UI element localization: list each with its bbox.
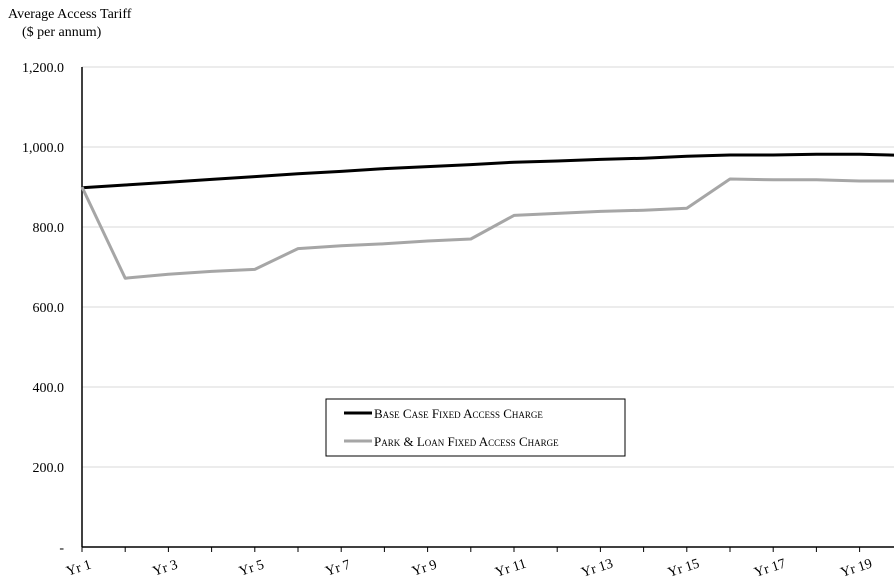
- x-tick-label: Yr 3: [151, 558, 180, 580]
- series-line-2: [80, 177, 894, 280]
- y-tick-label: 600.0: [33, 301, 65, 316]
- y-tick-label: 1,000.0: [22, 141, 64, 156]
- x-tick-label: Yr 1: [65, 558, 94, 580]
- y-tick-labels: - 200.0 400.0 600.0 800.0 1,000.0 1,200.0: [22, 61, 64, 556]
- x-tick-labels: Yr 1 Yr 3 Yr 5 Yr 7 Yr 9 Yr 11 Yr 13 Yr 15 Yr 17…: [65, 547, 874, 581]
- y-tick-label: 800.0: [33, 221, 65, 236]
- legend-label: Park & Loan Fixed Access Charge: [374, 434, 559, 449]
- x-tick-label: Yr 15: [666, 557, 701, 581]
- series-line-1: [81, 152, 894, 190]
- legend-label: Base Case Fixed Access Charge: [374, 406, 543, 421]
- x-tick-label: Yr 11: [493, 557, 528, 581]
- x-tick-label: Yr 17: [752, 557, 787, 581]
- x-tick-label: Yr 7: [324, 558, 353, 580]
- series-lines: [80, 152, 894, 280]
- y-tick-label: 400.0: [33, 381, 65, 396]
- y-tick-label: 200.0: [33, 461, 65, 476]
- x-tick-label: Yr 13: [580, 557, 615, 581]
- axes: [81, 67, 894, 548]
- legend: Base Case Fixed Access Charge Park & Loan…: [325, 398, 626, 457]
- legend-box: [325, 398, 626, 457]
- gridlines: [82, 66, 894, 468]
- x-tick-label: Yr 9: [410, 558, 439, 580]
- y-axis-title-line2: ($ per annum): [22, 25, 102, 40]
- y-tick-label: -: [59, 541, 64, 556]
- x-tick-label: Yr 5: [237, 558, 266, 580]
- x-tick-label: Yr 19: [839, 557, 874, 581]
- y-axis-title-line1: Average Access Tariff: [8, 7, 132, 22]
- y-tick-label: 1,200.0: [22, 61, 64, 76]
